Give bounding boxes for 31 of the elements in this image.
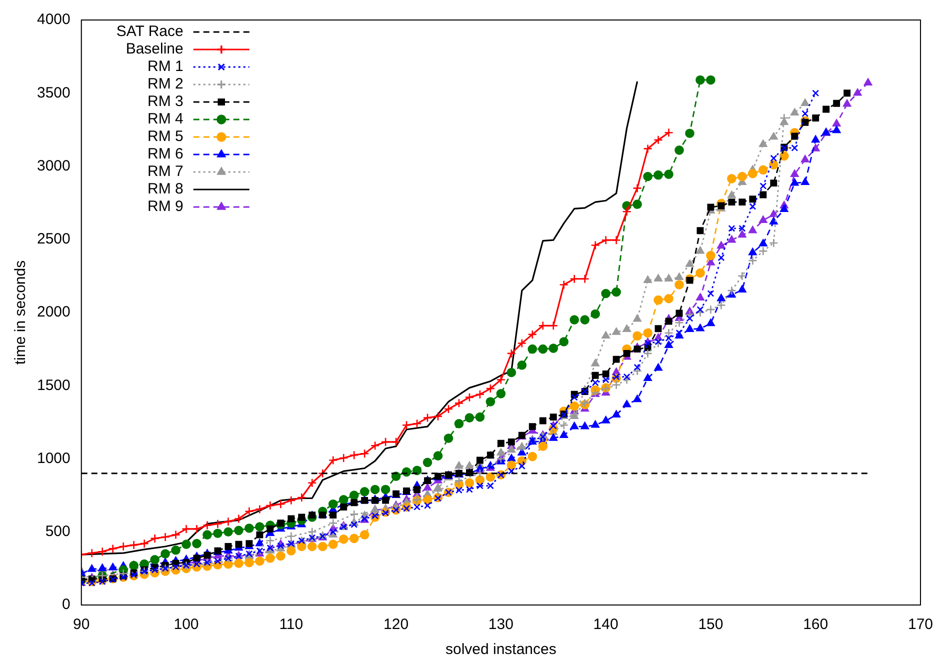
y-tick-label: 1500 (36, 376, 70, 394)
y-tick-label: 1000 (36, 450, 70, 467)
x-axis-title: solved instances (445, 641, 556, 658)
y-tick-label: 3500 (36, 84, 70, 102)
legend-label: RM 1 (148, 58, 184, 76)
legend-label: Baseline (126, 40, 184, 58)
legend-label: RM 9 (148, 198, 184, 216)
x-tick-label: 170 (908, 616, 933, 634)
x-tick-label: 90 (73, 616, 90, 634)
legend-label: RM 8 (148, 180, 184, 198)
legend-label: RM 6 (148, 146, 184, 163)
x-tick-label: 120 (384, 616, 409, 634)
legend-label: RM 2 (148, 76, 184, 93)
legend-label: SAT Race (116, 23, 184, 40)
legend-label: RM 7 (148, 163, 184, 180)
x-tick-label: 160 (803, 616, 828, 634)
x-tick-label: 100 (174, 616, 199, 634)
y-tick-label: 3000 (36, 157, 70, 174)
y-axis-title: time in seconds (12, 260, 30, 365)
y-tick-label: 4000 (36, 11, 70, 28)
legend-label: RM 5 (148, 128, 184, 146)
x-tick-label: 110 (279, 616, 304, 634)
y-tick-label: 0 (62, 596, 70, 614)
legend-label: RM 4 (148, 110, 184, 128)
y-tick-label: 500 (45, 523, 70, 540)
x-tick-label: 140 (593, 616, 618, 634)
x-tick-label: 130 (488, 616, 514, 634)
x-tick-label: 150 (698, 616, 724, 634)
y-tick-label: 2500 (36, 230, 70, 248)
y-tick-label: 2000 (36, 304, 70, 321)
legend-label: RM 3 (148, 93, 184, 110)
